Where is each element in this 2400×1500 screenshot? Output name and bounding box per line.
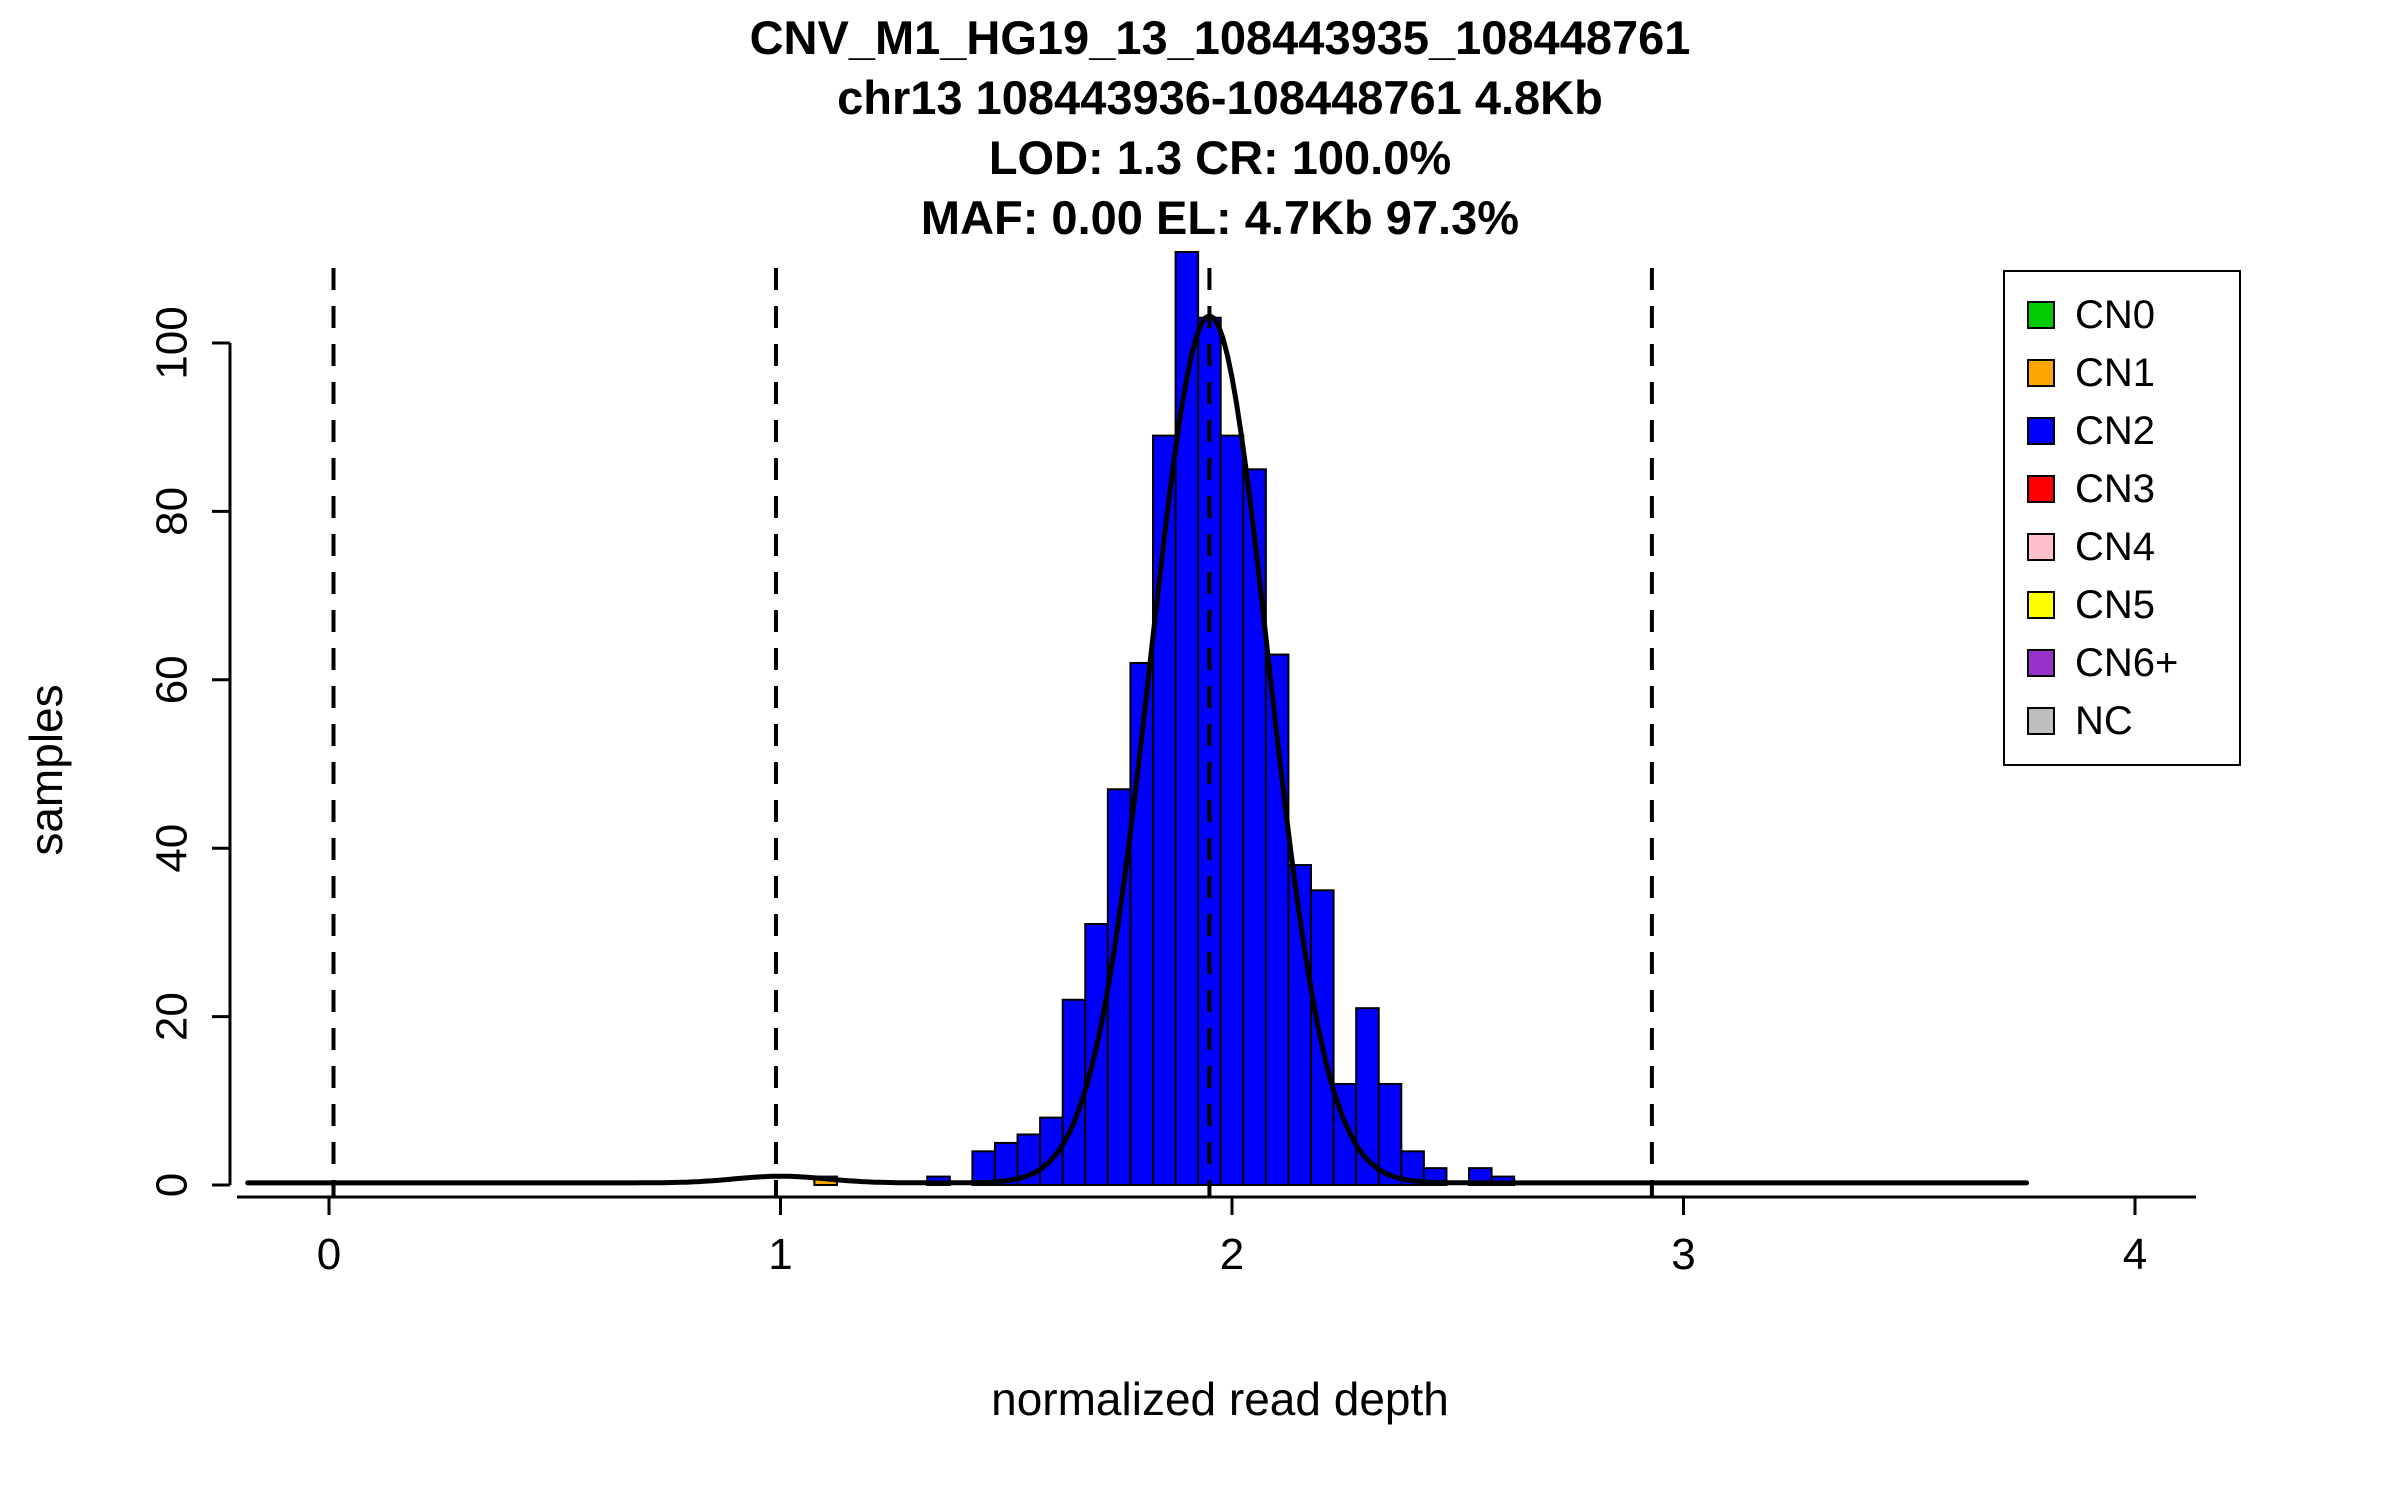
legend-item-cn4: CN4 — [2005, 518, 2239, 576]
x-tick-label: 2 — [1220, 1230, 1244, 1279]
histogram-bar-cn2 — [1197, 316, 1222, 1186]
legend-label: CN4 — [2075, 525, 2156, 569]
chart-subtitle-region: chr13 108443936-108448761 4.8Kb — [837, 71, 1603, 124]
legend-swatch — [2027, 649, 2055, 677]
legend-swatch — [2027, 417, 2055, 445]
legend-item-cn3: CN3 — [2005, 460, 2239, 518]
legend-swatch — [2027, 359, 2055, 387]
legend-label: NC — [2075, 699, 2133, 743]
x-tick-label: 1 — [768, 1230, 792, 1279]
legend-swatch — [2027, 591, 2055, 619]
y-tick-label: 0 — [148, 1173, 197, 1197]
x-tick-label: 4 — [2123, 1230, 2147, 1279]
x-tick-label: 0 — [317, 1230, 341, 1279]
legend-item-cn5: CN5 — [2005, 576, 2239, 634]
legend-item-cn0: CN0 — [2005, 286, 2239, 344]
legend-label: CN1 — [2075, 351, 2156, 395]
y-tick-label: 60 — [148, 655, 197, 704]
chart-title: CNV_M1_HG19_13_108443935_108448761 — [749, 11, 1691, 64]
legend-swatch — [2027, 301, 2055, 329]
legend-swatch — [2027, 475, 2055, 503]
chart-subtitle-maf-el: MAF: 0.00 EL: 4.7Kb 97.3% — [920, 191, 1520, 244]
density-curve — [245, 313, 2030, 1186]
y-tick-label: 80 — [148, 487, 197, 536]
chart-title-block: CNV_M1_HG19_13_108443935_108448761 chr13… — [245, 8, 2195, 248]
legend-label: CN0 — [2075, 293, 2156, 337]
x-axis-label: normalized read depth — [991, 1373, 1449, 1425]
legend-label: CN6+ — [2075, 641, 2179, 685]
legend-item-cn6plus: CN6+ — [2005, 634, 2239, 692]
y-tick-label: 20 — [148, 992, 197, 1041]
legend-label: CN2 — [2075, 409, 2156, 453]
y-tick-label: 40 — [148, 824, 197, 873]
histogram-bar-cn2 — [1377, 1082, 1403, 1186]
legend-swatch — [2027, 533, 2055, 561]
histogram-bar-cn2 — [1242, 468, 1267, 1186]
y-tick-label: 100 — [148, 306, 197, 379]
chart-subtitle-lod-cr: LOD: 1.3 CR: 100.0% — [988, 131, 1452, 184]
legend-item-nc: NC — [2005, 692, 2239, 750]
legend: CN0 CN1 CN2 CN3 CN4 CN5 CN6+ NC — [2003, 270, 2241, 766]
legend-item-cn2: CN2 — [2005, 402, 2239, 460]
legend-label: CN5 — [2075, 583, 2156, 627]
legend-item-cn1: CN1 — [2005, 344, 2239, 402]
legend-label: CN3 — [2075, 467, 2156, 511]
legend-swatch — [2027, 707, 2055, 735]
x-tick-label: 3 — [1671, 1230, 1695, 1279]
histogram-bar-cn2 — [1219, 434, 1245, 1186]
histogram-bar-cn2 — [1061, 998, 1087, 1187]
